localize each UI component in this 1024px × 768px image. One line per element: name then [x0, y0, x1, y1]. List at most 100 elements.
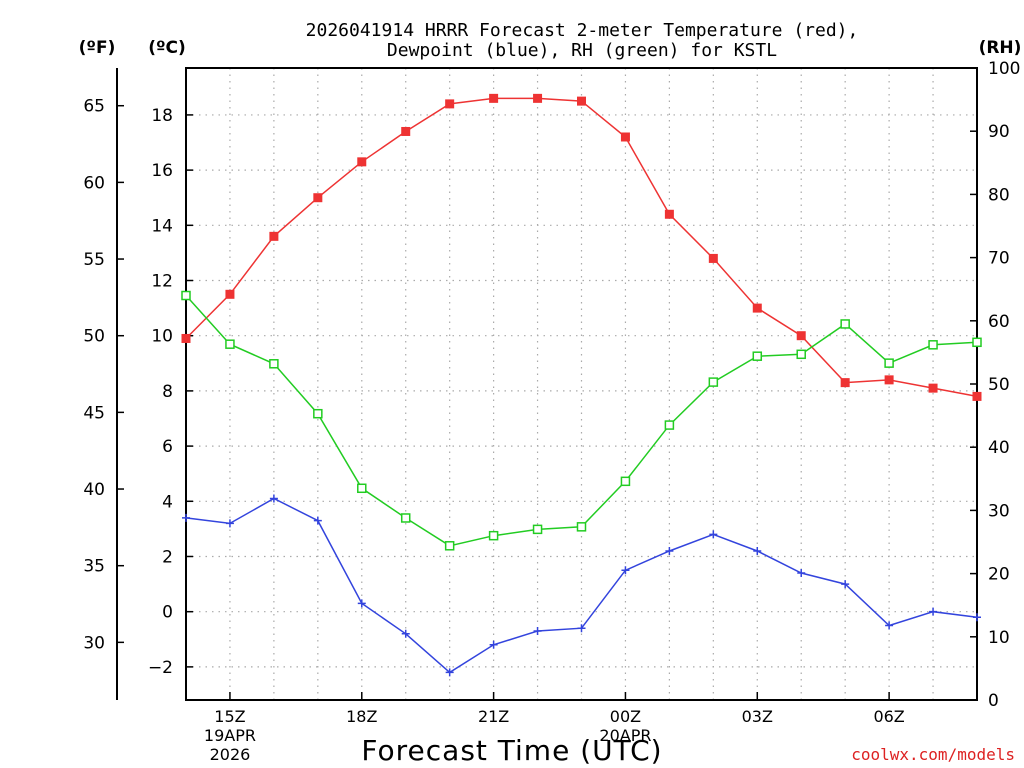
celsius-tick-label: 2 [162, 547, 173, 567]
fahrenheit-tick-label: 45 [83, 403, 105, 423]
x-tick-label: 20APR [599, 726, 651, 745]
dewpoint-point [489, 640, 498, 649]
celsius-tick-label: 10 [151, 327, 173, 347]
series-line-temperature [185, 97, 978, 398]
fahrenheit-tick-label: 65 [83, 97, 105, 117]
rh-point [532, 524, 543, 535]
rh-tick-label: 40 [988, 438, 1010, 458]
temperature-point [269, 231, 279, 241]
rh-tick-label: 100 [988, 59, 1020, 79]
rh-point [664, 420, 675, 430]
temperature-point [533, 93, 543, 103]
rh-tick-label: 90 [988, 122, 1010, 142]
fahrenheit-tick-label: 40 [83, 480, 105, 500]
celsius-tick-label: 0 [162, 603, 173, 623]
x-tick-label: 19APR [204, 726, 256, 745]
temperature-point [752, 303, 762, 313]
temperature-point [972, 391, 982, 401]
temperature-point [313, 193, 323, 203]
dewpoint-point [929, 607, 938, 616]
unit-label-rh: (RH) [979, 38, 1022, 58]
rh-tick-label: 10 [988, 628, 1010, 648]
rh-point [181, 290, 191, 301]
x-tick-label: 00Z [610, 707, 641, 726]
axes-layer: 30 35 40 45 50 55 60 65 −2 0 2 4 6 8 10 12 14 16 18 0 10 20 30… [83, 59, 1020, 764]
temperature-point [181, 333, 191, 343]
dewpoint-point [665, 546, 674, 555]
rh-tick-label: 0 [988, 691, 999, 711]
fahrenheit-tick-label: 55 [83, 250, 105, 270]
fahrenheit-tick-label: 35 [83, 557, 105, 577]
series-layer [181, 93, 982, 677]
dewpoint-point [885, 621, 894, 630]
temperature-point [620, 132, 630, 142]
unit-label-fahrenheit: (ºF) [79, 38, 116, 58]
rh-point [796, 349, 806, 360]
rh-point [884, 358, 894, 368]
rh-tick-label: 70 [988, 249, 1010, 269]
rh-point [576, 522, 587, 532]
rh-point [313, 408, 323, 419]
rh-point [400, 513, 411, 523]
dewpoint-point [533, 627, 542, 636]
celsius-tick-label: 12 [151, 272, 173, 292]
fahrenheit-tick-label: 50 [83, 327, 105, 347]
celsius-tick-label: 6 [162, 437, 173, 457]
x-tick-label: 15Z [214, 707, 245, 726]
rh-point [488, 530, 499, 541]
dewpoint-point [797, 569, 806, 578]
dewpoint-point [973, 613, 981, 622]
dewpoint-point [577, 624, 586, 633]
temperature-point [577, 96, 586, 106]
rh-tick-label: 50 [988, 375, 1010, 395]
rh-point [225, 339, 235, 349]
celsius-tick-label: 4 [162, 492, 173, 512]
fahrenheit-tick-label: 30 [83, 633, 105, 653]
rh-tick-label: 80 [988, 185, 1010, 205]
rh-tick-label: 30 [988, 501, 1010, 521]
rh-point [269, 359, 279, 369]
rh-point [357, 483, 367, 494]
temperature-point [664, 209, 674, 219]
x-tick-label: 03Z [742, 707, 773, 726]
credit-text: coolwx.com/models [851, 745, 1015, 764]
x-tick-label: 2026 [210, 745, 251, 764]
dewpoint-point [621, 566, 630, 575]
dewpoint-point [182, 513, 190, 522]
dewpoint-point [709, 530, 718, 539]
rh-point [444, 541, 455, 551]
dewpoint-point [357, 599, 366, 608]
x-axis-label: Forecast Time (UTC) [361, 734, 662, 767]
temperature-point [796, 331, 806, 341]
rh-point [620, 476, 631, 487]
chart-title-line-1: 2026041914 HRRR Forecast 2-meter Tempera… [306, 20, 859, 41]
temperature-point [489, 93, 499, 103]
dewpoint-point [225, 519, 234, 528]
unit-label-celsius: (ºC) [148, 38, 186, 58]
celsius-tick-label: 8 [162, 382, 173, 402]
dewpoint-point [313, 516, 322, 525]
rh-tick-label: 20 [988, 565, 1010, 585]
fahrenheit-tick-label: 60 [83, 173, 105, 193]
celsius-tick-label: 16 [151, 161, 173, 181]
dewpoint-point [753, 546, 762, 555]
temperature-point [357, 157, 367, 167]
rh-point [752, 351, 763, 361]
temperature-point [401, 126, 411, 136]
rh-point [840, 319, 850, 329]
rh-point [928, 340, 938, 350]
dewpoint-point [401, 629, 410, 638]
temperature-point [840, 378, 850, 388]
temperature-point [884, 375, 894, 385]
x-tick-label: 18Z [346, 707, 377, 726]
temperature-point [445, 99, 455, 109]
chart-title-line-2: Dewpoint (blue), RH (green) for KSTL [387, 40, 777, 61]
dewpoint-point [269, 494, 278, 503]
x-tick-label: 21Z [478, 707, 509, 726]
rh-tick-label: 60 [988, 312, 1010, 332]
plot-frame [185, 67, 978, 701]
celsius-tick-label: 18 [151, 106, 173, 126]
temperature-point [708, 253, 718, 263]
dewpoint-point [445, 668, 454, 677]
temperature-point [225, 289, 235, 299]
